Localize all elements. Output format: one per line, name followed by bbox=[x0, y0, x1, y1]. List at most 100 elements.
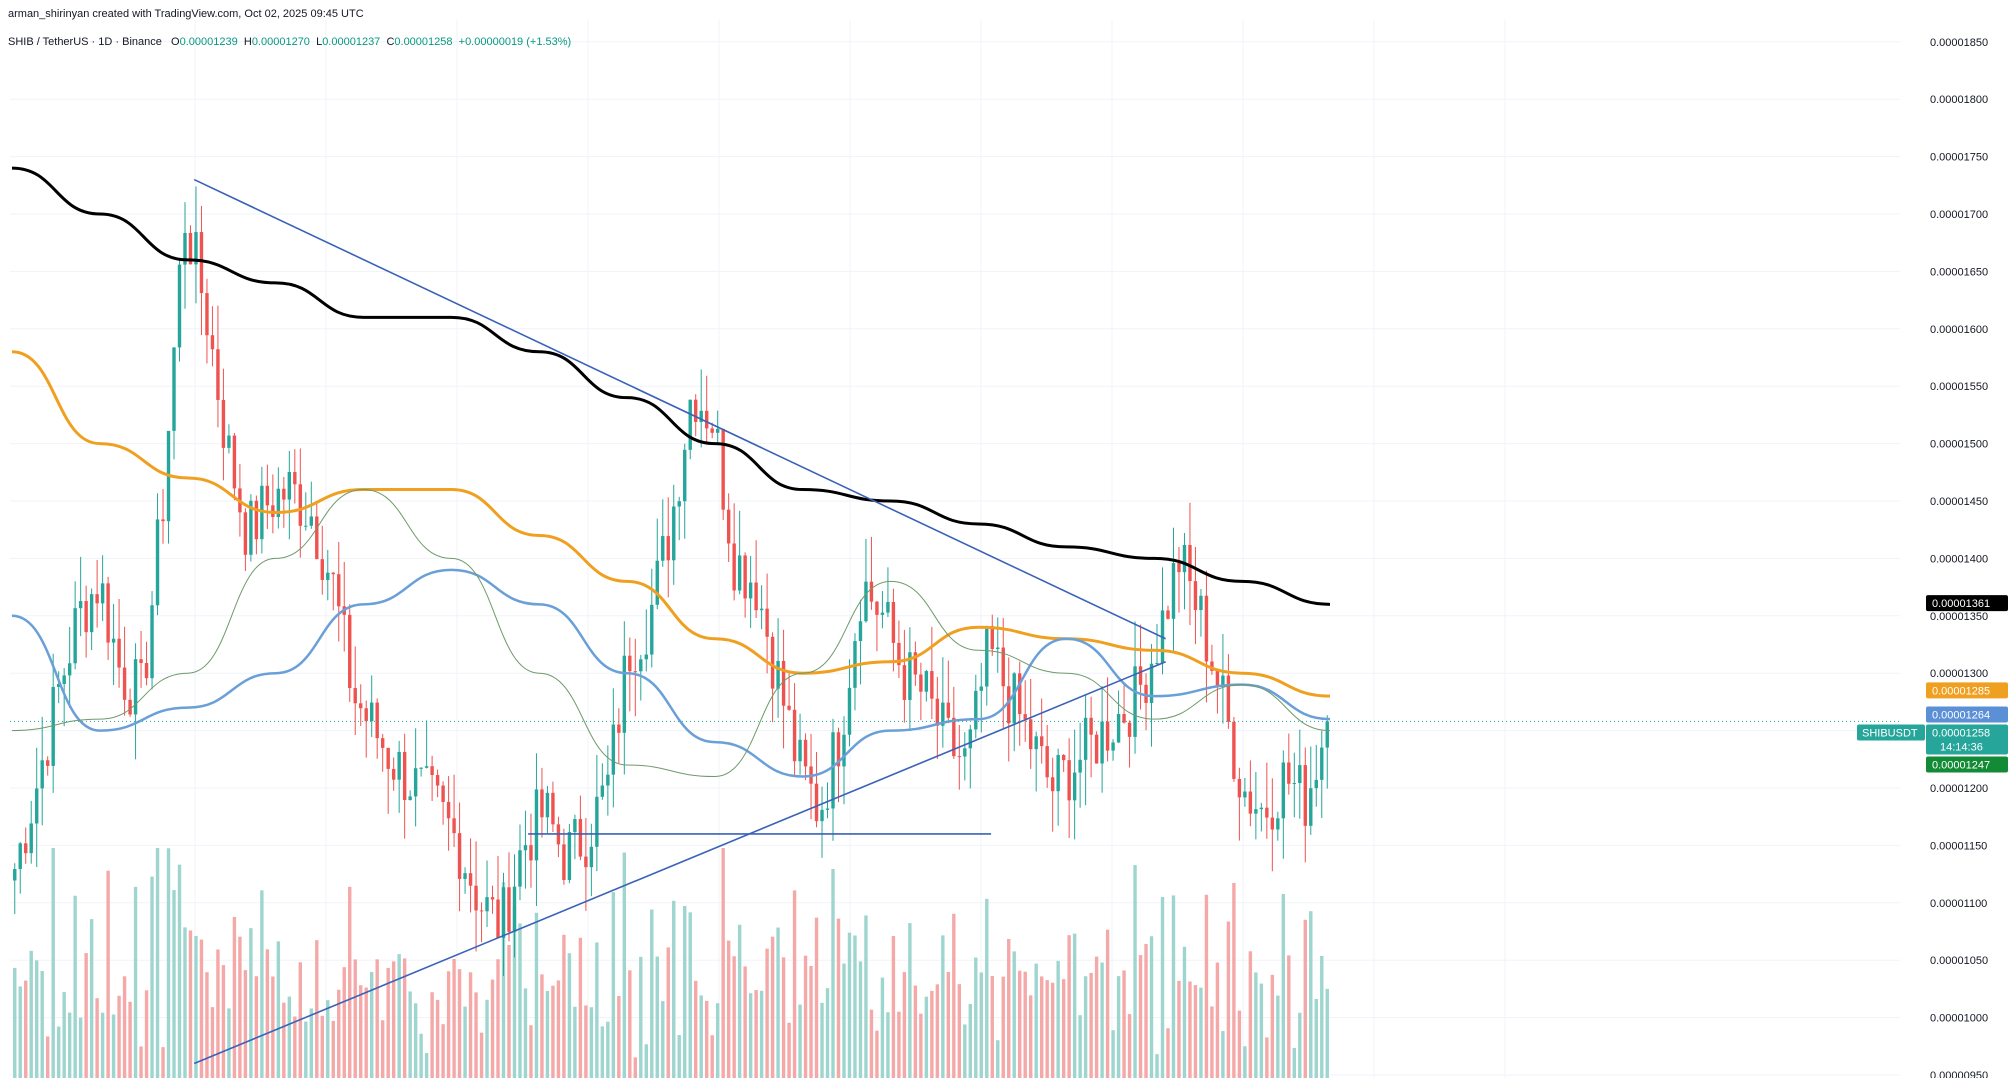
volume-bar bbox=[814, 917, 819, 1078]
volume-bar bbox=[704, 1000, 709, 1078]
candle-body bbox=[946, 702, 951, 718]
candle-body bbox=[35, 788, 39, 824]
ma-thin-label-bg bbox=[1926, 756, 2008, 773]
candle-body bbox=[639, 659, 643, 672]
candle-body bbox=[963, 748, 967, 757]
candle-body bbox=[78, 601, 83, 609]
volume-bar bbox=[1034, 963, 1038, 1078]
volume-bar bbox=[485, 999, 489, 1078]
candle-body bbox=[803, 739, 808, 767]
high-label: H bbox=[243, 36, 252, 48]
candle-body bbox=[265, 485, 270, 506]
y-tick-label: 0.00001200 bbox=[1930, 783, 1988, 795]
candle-body bbox=[84, 601, 88, 633]
volume-bar bbox=[759, 990, 764, 1078]
candle-body bbox=[699, 410, 703, 422]
volume-bar bbox=[1248, 951, 1253, 1078]
volume-bar bbox=[765, 948, 769, 1078]
volume-bar bbox=[1254, 972, 1258, 1078]
volume-bar bbox=[1215, 962, 1220, 1078]
volume-bar bbox=[1309, 911, 1313, 1078]
candle-body bbox=[1001, 647, 1005, 687]
candle-body bbox=[501, 887, 506, 938]
candle-body bbox=[1193, 581, 1198, 611]
volume-bar bbox=[238, 936, 242, 1078]
volume-bar bbox=[293, 1016, 297, 1078]
candle-body bbox=[1292, 783, 1297, 785]
volume-bar bbox=[315, 940, 319, 1078]
ma-orange-label-bg bbox=[1926, 682, 2008, 699]
volume-bar bbox=[1127, 1014, 1132, 1078]
candle-body bbox=[419, 767, 423, 769]
candle-body bbox=[155, 519, 160, 606]
volume-bar bbox=[1116, 976, 1121, 1078]
volume-bar bbox=[331, 1020, 335, 1078]
volume-bar bbox=[177, 864, 182, 1078]
candle-body bbox=[117, 638, 121, 668]
volume-bar bbox=[589, 1007, 594, 1078]
candle-body bbox=[732, 543, 736, 591]
candle-body bbox=[210, 335, 215, 350]
change-value: +0.00000019 (+1.53%) bbox=[458, 36, 572, 48]
volume-bar bbox=[13, 967, 17, 1078]
volume-bar bbox=[545, 991, 550, 1078]
candle-body bbox=[858, 621, 863, 642]
candle-body bbox=[908, 652, 912, 700]
volume-bar bbox=[622, 852, 627, 1078]
volume-bar bbox=[24, 980, 28, 1078]
close-label: C bbox=[386, 36, 395, 48]
candle-body bbox=[326, 572, 330, 580]
volume-bar bbox=[1182, 946, 1187, 1078]
volume-bar bbox=[205, 972, 209, 1078]
volume-bar bbox=[628, 970, 632, 1078]
volume-bar bbox=[62, 992, 66, 1078]
volume-bar bbox=[1171, 895, 1176, 1078]
low-label: L bbox=[316, 36, 323, 48]
candle-body bbox=[551, 792, 555, 825]
candle-body bbox=[1182, 544, 1187, 573]
volume-bar bbox=[78, 1017, 83, 1078]
volume-bar bbox=[419, 1033, 423, 1078]
volume-bar bbox=[457, 969, 462, 1078]
candle-body bbox=[1127, 722, 1132, 737]
candle-body bbox=[721, 428, 725, 510]
candle-body bbox=[781, 660, 786, 706]
candle-body bbox=[24, 843, 28, 854]
candle-body bbox=[468, 873, 473, 886]
candle-body bbox=[606, 774, 610, 786]
candle-body bbox=[446, 801, 451, 819]
candle-body bbox=[1287, 762, 1291, 784]
candle-body bbox=[507, 887, 511, 932]
volume-bar bbox=[529, 1025, 533, 1078]
volume-bar bbox=[1100, 962, 1104, 1078]
volume-bar bbox=[683, 905, 687, 1078]
candle-body bbox=[1204, 595, 1209, 662]
volume-bar bbox=[40, 971, 44, 1078]
volume-bar bbox=[1067, 935, 1071, 1078]
candle-body bbox=[704, 410, 709, 429]
candle-body bbox=[765, 608, 769, 637]
volume-bar bbox=[864, 915, 868, 1078]
volume-bar bbox=[183, 927, 187, 1078]
candle-body bbox=[1012, 673, 1016, 724]
candle-body bbox=[128, 699, 132, 715]
candle-body bbox=[672, 506, 676, 561]
candle-body bbox=[496, 899, 500, 938]
candle-body bbox=[545, 792, 550, 818]
candle-body bbox=[1061, 755, 1066, 761]
symbol-tag-bg bbox=[1857, 724, 1925, 741]
ascending-support-trendline[interactable] bbox=[193, 660, 1166, 1065]
volume-bar bbox=[479, 1032, 484, 1078]
moving-average-line bbox=[11, 489, 1331, 778]
descending-resistance-trendline[interactable] bbox=[193, 178, 1167, 640]
candle-body bbox=[1166, 610, 1170, 619]
candle-body bbox=[919, 674, 923, 692]
candle-body bbox=[1029, 719, 1033, 750]
volume-bar bbox=[726, 940, 731, 1078]
candle-body bbox=[1056, 755, 1060, 792]
candle-body bbox=[183, 232, 187, 265]
candle-body bbox=[1089, 717, 1093, 735]
volume-bar bbox=[825, 988, 830, 1078]
